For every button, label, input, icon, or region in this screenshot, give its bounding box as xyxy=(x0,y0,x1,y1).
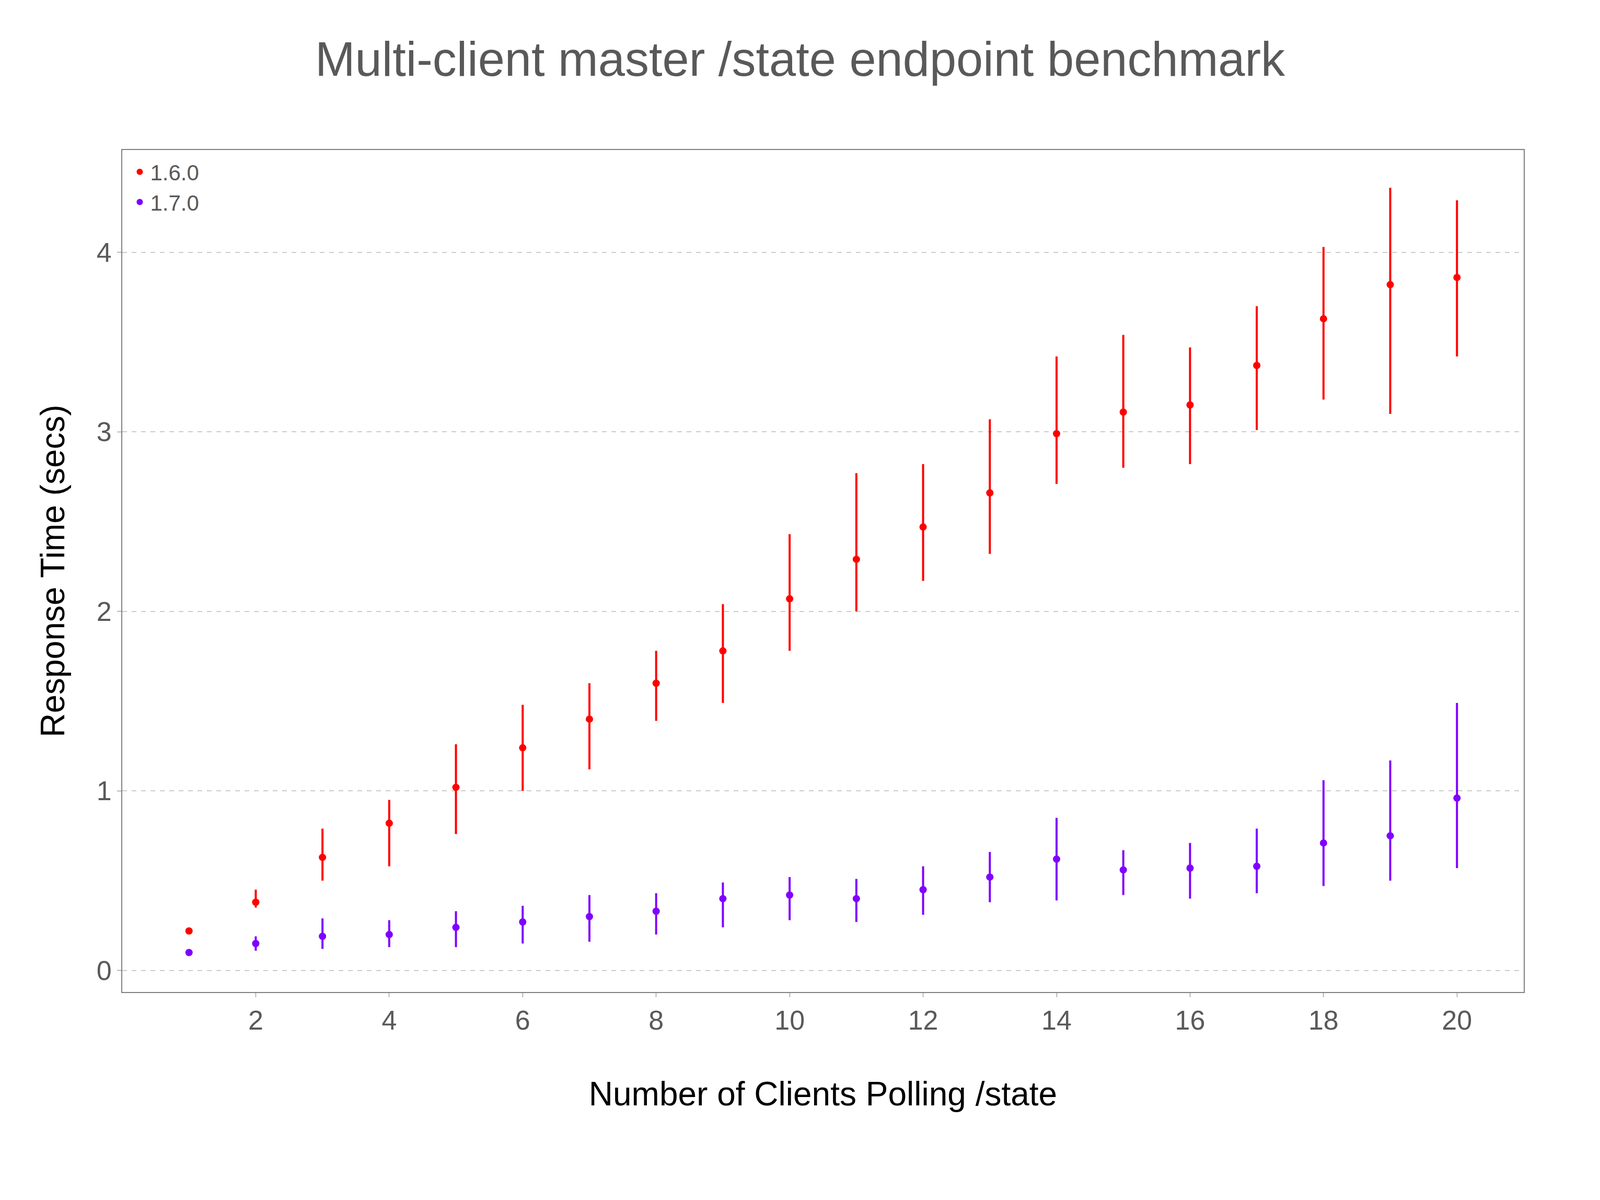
svg-text:14: 14 xyxy=(1041,1004,1072,1036)
svg-text:8: 8 xyxy=(648,1004,664,1036)
svg-text:0: 0 xyxy=(96,955,112,986)
svg-text:18: 18 xyxy=(1308,1004,1339,1036)
svg-text:1.6.0: 1.6.0 xyxy=(149,160,199,185)
svg-text:4: 4 xyxy=(381,1004,397,1036)
svg-text:2: 2 xyxy=(248,1004,264,1036)
svg-text:6: 6 xyxy=(515,1004,531,1036)
svg-text:1: 1 xyxy=(96,775,112,806)
svg-text:Number of Clients Polling /sta: Number of Clients Polling /state xyxy=(588,1074,1058,1113)
svg-text:16: 16 xyxy=(1175,1004,1206,1036)
svg-text:12: 12 xyxy=(908,1004,939,1036)
svg-text:3: 3 xyxy=(96,416,112,447)
svg-text:2: 2 xyxy=(96,596,112,627)
svg-text:Multi-client master /state end: Multi-client master /state endpoint benc… xyxy=(315,32,1286,86)
svg-text:10: 10 xyxy=(774,1004,805,1036)
svg-text:Response Time (secs): Response Time (secs) xyxy=(33,404,72,738)
svg-text:1.7.0: 1.7.0 xyxy=(149,190,199,216)
svg-text:4: 4 xyxy=(96,237,112,268)
svg-text:20: 20 xyxy=(1441,1004,1472,1036)
